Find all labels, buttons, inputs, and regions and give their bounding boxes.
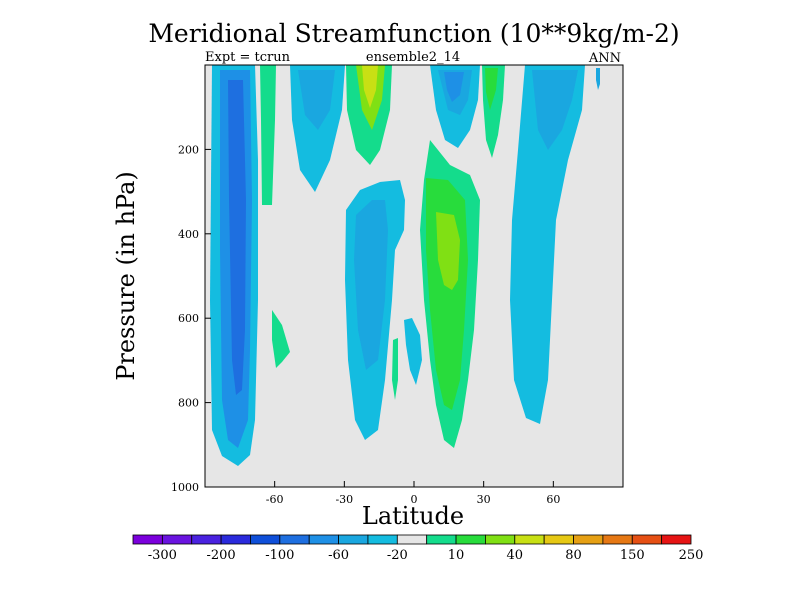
colorbar-label: 40 <box>507 548 524 563</box>
colorbar-label: 80 <box>565 548 582 563</box>
colorbar-swatch <box>250 534 281 545</box>
chart-title: Meridional Streamfunction (10**9kg/m-2) <box>148 19 679 48</box>
colorbar-swatch <box>661 534 692 545</box>
colorbar-swatch <box>308 534 339 545</box>
y-tick-label: 400 <box>178 228 199 241</box>
colorbar-label: -60 <box>328 548 349 563</box>
x-axis-label: Latitude <box>362 502 464 530</box>
x-tick-label: -60 <box>266 493 284 506</box>
subtitle-right: ANN <box>588 51 621 66</box>
contour-fills <box>210 65 600 466</box>
colorbar-label: -300 <box>148 548 177 563</box>
contour-region-pos-60-upper <box>260 65 276 205</box>
colorbar-label: -100 <box>265 548 294 563</box>
colorbar-swatch <box>485 534 516 545</box>
colorbar-swatch <box>367 534 398 545</box>
contour-region-neg-0 <box>404 318 422 385</box>
y-tick-label: 800 <box>178 397 199 410</box>
x-tick-label: 60 <box>546 493 560 506</box>
subtitle-center: ensemble2_14 <box>366 50 460 65</box>
colorbar-swatch <box>455 534 486 545</box>
contour-region-neg-10n-core <box>444 72 464 102</box>
contour-region-pos-20n-core <box>485 68 498 110</box>
colorbar-swatch <box>396 534 428 545</box>
y-tick-label: 600 <box>178 312 199 325</box>
y-axis: 200 400 600 800 1000 <box>171 143 211 494</box>
y-axis-label: Pressure (in hPa) <box>112 171 140 381</box>
y-tick-label: 200 <box>178 143 199 156</box>
contour-region-pos-5-sliver <box>392 338 398 400</box>
contour-region-neg-10-inner <box>354 200 388 370</box>
colorbar-swatch <box>602 534 633 545</box>
colorbar-swatch <box>514 534 545 545</box>
x-tick-label: -30 <box>335 493 353 506</box>
colorbar-swatch <box>631 534 663 545</box>
colorbar-swatch <box>161 534 193 545</box>
y-tick-label: 1000 <box>171 481 199 494</box>
contour-region-neg-np <box>596 68 600 90</box>
contour-region-pos-60-lower <box>272 310 290 368</box>
colorbar-swatch <box>191 534 222 545</box>
colorbar-label: 250 <box>679 548 704 563</box>
subtitle-left: Expt = tcrun <box>205 50 291 65</box>
colorbar-swatch <box>132 534 163 545</box>
colorbar-swatch <box>338 534 369 545</box>
x-axis: -60 -30 0 30 60 <box>266 481 560 506</box>
contour-region-neg-nh <box>510 65 585 424</box>
contour-region-pos-nh-cell-core <box>436 212 460 290</box>
colorbar-swatch <box>543 534 574 545</box>
colorbar-label: -20 <box>387 548 408 563</box>
x-tick-label: 30 <box>477 493 491 506</box>
colorbar-label: 10 <box>448 548 465 563</box>
x-tick-label: 0 <box>411 493 418 506</box>
colorbar-swatch <box>279 534 310 545</box>
colorbar: -300 -200 -100 -60 -20 10 40 80 150 250 <box>132 534 704 563</box>
contour-region-neg-nh-inner <box>532 70 578 150</box>
colorbar-label: -200 <box>206 548 235 563</box>
colorbar-swatch <box>426 534 457 545</box>
colorbar-swatch <box>573 534 604 545</box>
colorbar-label: 150 <box>620 548 645 563</box>
colorbar-swatch <box>220 534 251 545</box>
contour-region-south-cell-core <box>228 80 246 395</box>
contour-region-pos-20-core <box>362 65 378 108</box>
contour-region-neg-45-inner <box>298 70 335 130</box>
